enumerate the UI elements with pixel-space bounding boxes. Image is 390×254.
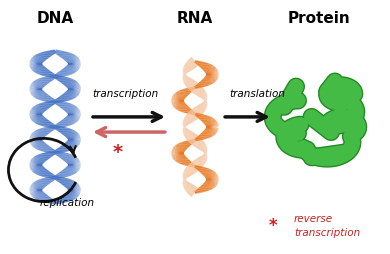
Text: *: * (112, 143, 122, 162)
Text: transcription: transcription (294, 228, 360, 238)
Text: replication: replication (39, 198, 94, 208)
Text: *: * (268, 216, 277, 234)
Text: Protein: Protein (288, 11, 351, 26)
Text: DNA: DNA (37, 11, 74, 26)
Text: translation: translation (229, 89, 285, 99)
Text: RNA: RNA (177, 11, 213, 26)
Text: transcription: transcription (92, 89, 158, 99)
Text: reverse: reverse (294, 214, 333, 224)
